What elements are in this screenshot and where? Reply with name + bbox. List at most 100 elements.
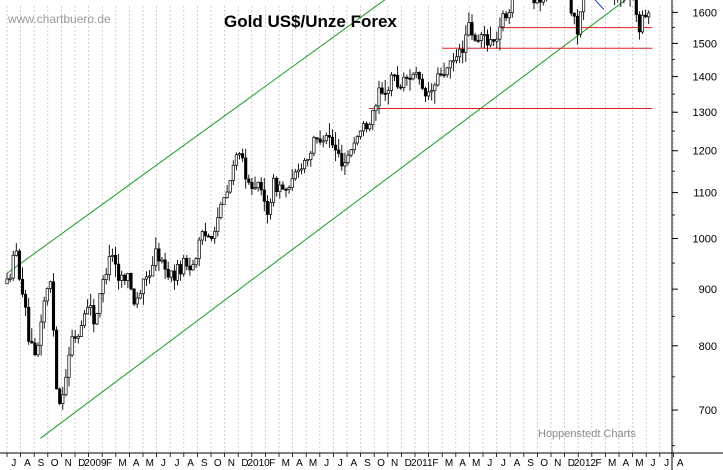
candle-body [219,203,223,218]
candle-body [411,73,415,80]
candle-body [172,270,176,281]
candle-body [365,123,369,130]
candle-body [120,274,124,281]
candle-body [408,77,412,80]
x-tick-label: O [214,458,222,469]
x-tick-label: D [405,458,412,469]
candle-body [495,38,499,42]
candle-body [210,236,214,239]
candle-body [250,182,254,189]
candle-body [129,273,133,290]
candle-body [98,293,102,314]
x-tick-label: J [324,458,329,469]
candle-body [200,231,204,241]
x-tick-label: J [338,458,343,469]
x-tick-label: M [309,458,317,469]
candle-body [380,87,384,94]
x-tick-label: F [596,458,602,469]
x-tick-label: F [269,458,275,469]
candle-body [123,274,127,281]
x-tick-label: M [282,458,290,469]
candle-body [377,87,381,107]
candle-body [538,0,542,3]
x-tick-label: F [106,458,112,469]
candle-body [451,60,455,63]
candle-body [284,188,288,191]
candle-body [470,22,474,36]
candle-body [278,184,282,193]
candle-body [386,90,390,94]
candle-body [433,84,437,91]
x-tick-label: A [133,458,140,469]
x-tick-label: A [459,458,466,469]
x-tick-label: A [514,458,521,469]
candle-body [11,255,15,279]
x-tick-label: M [146,458,154,469]
x-tick-label: A [350,458,357,469]
candle-body [299,168,304,171]
candle-body [368,124,372,130]
candle-body [290,178,294,188]
candle-body [191,264,195,271]
y-tick-label: 700 [699,405,717,417]
candle-body [445,67,449,76]
candle-body [510,0,514,14]
candle-body [352,142,356,151]
x-tick-label: D [78,458,85,469]
candle-body [206,235,211,238]
candle-body [48,281,52,289]
candle-body [185,257,189,267]
candle-body [58,388,62,404]
x-tick-label: A [677,458,684,469]
candle-body [461,49,465,53]
x-tick-label: J [664,458,669,469]
candle-body [64,376,68,396]
price-candles [5,0,651,410]
candle-body [578,11,583,35]
x-tick-label: S [201,458,208,469]
candle-body [485,34,490,46]
candle-body [647,12,651,18]
candle-body [315,137,319,140]
candle-body [262,189,266,202]
x-tick-label: S [38,458,45,469]
candle-body [138,293,142,299]
candle-body [507,12,511,19]
candle-body [396,74,400,88]
x-tick-label: A [296,458,303,469]
candle-body [454,56,459,62]
candle-body [256,181,260,189]
candle-body [55,329,59,390]
candle-body [312,137,316,154]
candle-body [575,15,579,35]
candle-body [476,39,480,42]
x-tick-label: O [377,458,385,469]
candle-body [374,105,378,112]
candle-body [504,13,508,19]
candle-body [51,281,56,331]
candle-body [73,336,77,339]
candle-body [423,88,428,97]
candle-body [458,49,462,58]
candle-body [213,231,217,239]
candle-body [402,76,406,88]
x-tick-label: N [554,458,561,469]
candle-body [436,73,440,86]
candle-body [169,270,173,278]
candle-body [237,153,242,156]
candle-body [194,258,198,266]
candle-body [33,342,37,356]
x-tick-label: D [241,458,248,469]
candle-body [144,276,149,280]
candle-body [151,264,155,277]
candle-body [309,152,313,160]
y-tick-label: 1500 [693,38,717,50]
candle-body [228,180,232,193]
candle-body [104,274,108,280]
x-tick-label: A [622,458,629,469]
candle-body [405,76,409,79]
candle-body [361,123,366,132]
candle-body [45,288,49,302]
candle-body [113,255,118,265]
